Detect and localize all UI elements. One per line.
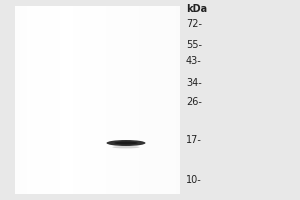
Text: 17-: 17- (186, 135, 202, 145)
Bar (110, 6, 114, 194)
Text: 72-: 72- (186, 19, 202, 29)
Bar (81, 6, 85, 194)
Text: 55-: 55- (186, 40, 202, 50)
Bar (40, 6, 44, 194)
Bar (93, 6, 98, 194)
Bar (114, 6, 118, 194)
Text: 43-: 43- (186, 56, 202, 66)
Text: 26-: 26- (186, 97, 202, 107)
Bar (15, 6, 19, 194)
Bar (52, 6, 56, 194)
Bar (77, 6, 81, 194)
Bar (44, 6, 48, 194)
Bar (172, 6, 176, 194)
Bar (176, 6, 180, 194)
Bar (118, 6, 122, 194)
Bar (27, 6, 32, 194)
Bar (135, 6, 139, 194)
Bar (32, 6, 36, 194)
Bar (48, 6, 52, 194)
Bar (36, 6, 40, 194)
Bar (85, 6, 89, 194)
Bar (151, 6, 155, 194)
Bar (98, 6, 102, 194)
Bar (60, 6, 64, 194)
Bar (56, 6, 60, 194)
Bar (155, 6, 159, 194)
Text: 34-: 34- (186, 78, 202, 88)
Ellipse shape (114, 142, 138, 144)
Ellipse shape (112, 146, 140, 148)
Bar (130, 6, 135, 194)
Bar (106, 6, 110, 194)
Bar (159, 6, 164, 194)
Ellipse shape (106, 140, 146, 146)
Text: kDa: kDa (186, 4, 207, 14)
Text: 10-: 10- (186, 175, 202, 185)
Bar (89, 6, 93, 194)
Bar (143, 6, 147, 194)
Bar (69, 6, 73, 194)
Bar (147, 6, 151, 194)
Bar (73, 6, 77, 194)
Bar (19, 6, 23, 194)
Bar (168, 6, 172, 194)
Bar (102, 6, 106, 194)
Bar (122, 6, 126, 194)
Bar (139, 6, 143, 194)
Bar (15, 6, 180, 194)
Bar (164, 6, 168, 194)
Bar (64, 6, 69, 194)
Bar (126, 6, 130, 194)
Bar (23, 6, 27, 194)
